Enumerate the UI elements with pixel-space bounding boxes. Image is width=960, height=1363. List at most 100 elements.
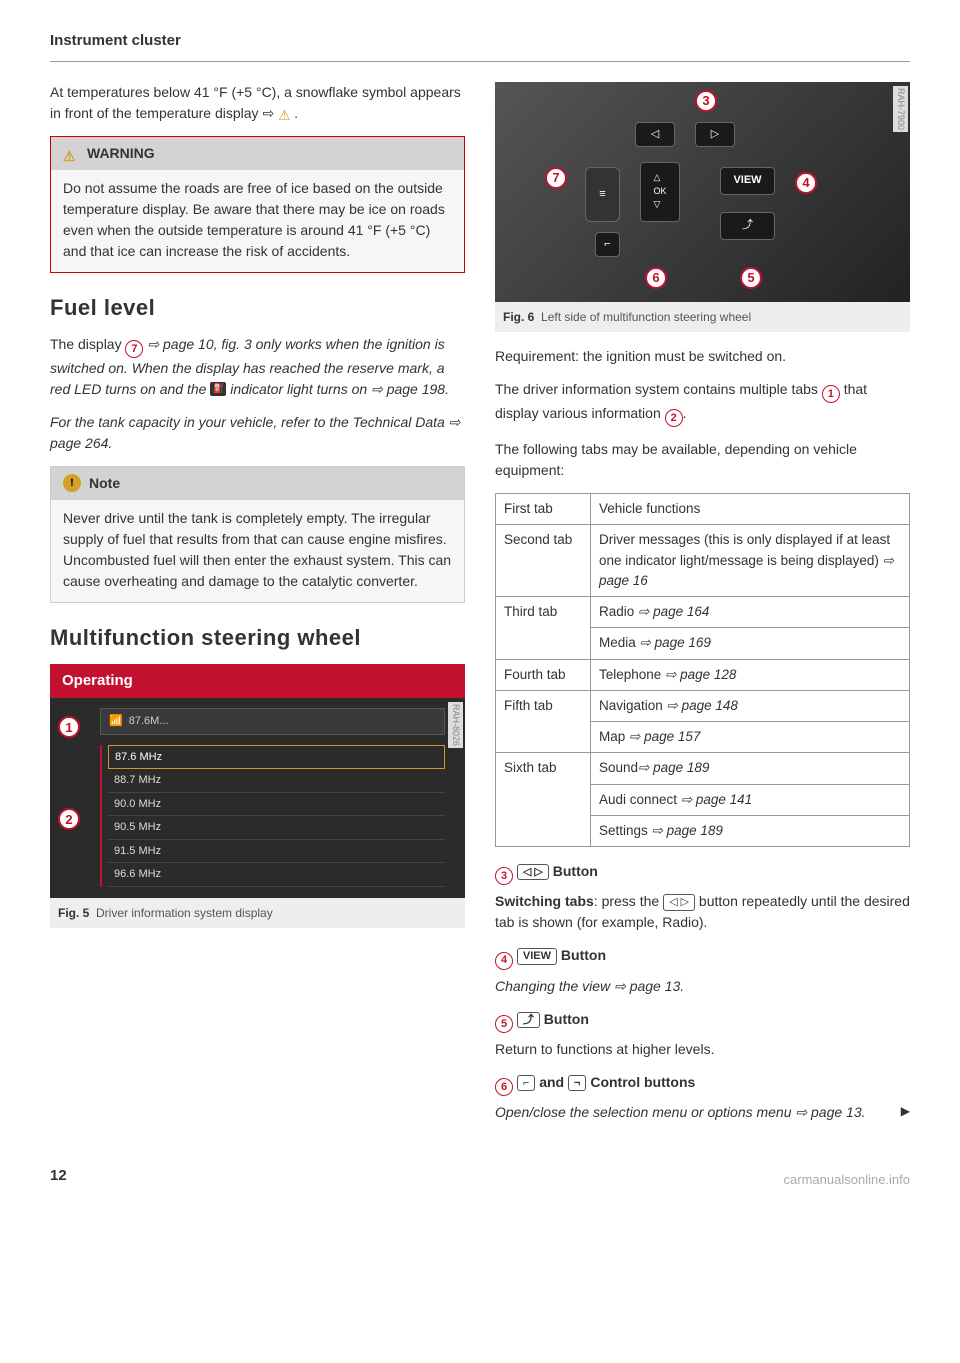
- text: The driver information system contains m…: [495, 381, 822, 397]
- callout-3-icon: 3: [695, 90, 717, 112]
- text: The display: [50, 336, 125, 352]
- note-circle-icon: !: [63, 474, 81, 492]
- callout-4-icon: 4: [495, 952, 513, 970]
- requirement-text: Requirement: the ignition must be switch…: [495, 346, 910, 367]
- callout-7-icon: 7: [545, 167, 567, 189]
- text: indicator light turns on ⇨ page 198.: [226, 381, 449, 397]
- table-row: Audi connect ⇨ page 141: [496, 784, 910, 815]
- tab-name-cell: Fifth tab: [496, 690, 591, 721]
- label: Button: [561, 947, 606, 963]
- continue-arrow-icon: ▶: [901, 1102, 910, 1120]
- radio-display: 📶 87.6M... 87.6 MHz 88.7 MHz 90.0 MHz 90…: [100, 708, 445, 888]
- intro-span: At temperatures below 41 °F (+5 °C), a s…: [50, 84, 461, 121]
- button-4-body: Changing the view ⇨ page 13.: [495, 976, 910, 997]
- menu-left-button: ⌐: [595, 232, 620, 257]
- callout-5-icon: 5: [740, 267, 762, 289]
- list-item: 96.6 MHz: [108, 863, 445, 887]
- tabs-table: First tabVehicle functionsSecond tabDriv…: [495, 493, 910, 847]
- callout-7-icon: 7: [125, 340, 143, 358]
- back-button: ⤴: [720, 212, 775, 240]
- table-row: Sixth tabSound⇨ page 189: [496, 753, 910, 784]
- button-3-head: 3 ◁ ▷ Button: [495, 861, 910, 885]
- list-item: 90.5 MHz: [108, 816, 445, 840]
- tab-desc-cell: Audi connect ⇨ page 141: [591, 784, 910, 815]
- label: Button: [544, 1011, 589, 1027]
- tab-name-cell: Sixth tab: [496, 753, 591, 784]
- warning-triangle-icon: [63, 146, 79, 160]
- note-header: ! Note: [51, 467, 464, 500]
- button-4-head: 4 VIEW Button: [495, 945, 910, 969]
- tab-name-cell: [496, 784, 591, 815]
- fig6-code: RAH-7900: [893, 86, 909, 132]
- left-column: At temperatures below 41 °F (+5 °C), a s…: [50, 82, 465, 1136]
- note-body: Never drive until the tank is completely…: [63, 508, 452, 592]
- fig5-code: RAH-8026: [448, 702, 464, 748]
- fig-caption-text: Driver information system display: [96, 906, 273, 920]
- callout-2-icon: 2: [665, 409, 683, 427]
- fuel-pump-icon: [210, 382, 226, 396]
- back-arrow-icon: ⤴: [517, 1012, 540, 1028]
- text: Switching tabs: [495, 893, 594, 909]
- fig-caption-text: Left side of multifunction steering whee…: [541, 310, 751, 324]
- operating-bar: Operating: [50, 664, 465, 699]
- button-6-body: Open/close the selection menu or options…: [495, 1102, 910, 1123]
- callout-3-icon: 3: [495, 867, 513, 885]
- menu-right-icon: ⌐: [517, 1075, 535, 1091]
- antenna-icon: 📶: [109, 713, 123, 730]
- tab-name-cell: [496, 722, 591, 753]
- tab-arrows-icon: ◁ ▷: [663, 894, 695, 910]
- fuel-p2: For the tank capacity in your vehicle, r…: [50, 412, 465, 454]
- tab-desc-cell: Driver messages (this is only displayed …: [591, 525, 910, 597]
- page-header: Instrument cluster: [50, 30, 910, 62]
- callout-1-icon: 1: [822, 385, 840, 403]
- table-row: Settings ⇨ page 189: [496, 815, 910, 846]
- list-item: 87.6 MHz: [108, 745, 445, 770]
- radio-list: 87.6 MHz 88.7 MHz 90.0 MHz 90.5 MHz 91.5…: [100, 745, 445, 887]
- fig5-image: RAH-8026 1 2 📶 87.6M... 87.6 MHz 88.7 MH…: [50, 698, 465, 898]
- radio-freq: 87.6M...: [129, 713, 169, 730]
- radio-top-bar: 📶 87.6M...: [100, 708, 445, 735]
- intro-text: At temperatures below 41 °F (+5 °C), a s…: [50, 82, 465, 124]
- fuel-level-heading: Fuel level: [50, 291, 465, 324]
- fig6-image: RAH-7900 3 4 5 6 7 ◁ ▷ VIEW ⤴ △OK▽ ≡ ⌐: [495, 82, 910, 302]
- button-5-head: 5 ⤴ Button: [495, 1009, 910, 1033]
- button-3-body: Switching tabs: press the ◁ ▷ button rep…: [495, 891, 910, 933]
- fig5-caption: Fig. 5 Driver information system display: [50, 898, 465, 922]
- mfsw-heading: Multifunction steering wheel: [50, 621, 465, 654]
- callout-6-icon: 6: [645, 267, 667, 289]
- callout-4-icon: 4: [795, 172, 817, 194]
- text: For the tank capacity in your vehicle, r…: [50, 414, 460, 451]
- warning-body: Do not assume the roads are free of ice …: [63, 178, 452, 262]
- list-item: 91.5 MHz: [108, 840, 445, 864]
- fig-label: Fig. 6: [503, 310, 534, 324]
- dis-text: The driver information system contains m…: [495, 379, 910, 428]
- tab-name-cell: Third tab: [496, 597, 591, 628]
- warning-title: WARNING: [87, 143, 155, 164]
- list-item: 88.7 MHz: [108, 769, 445, 793]
- ok-rocker: △OK▽: [640, 162, 680, 222]
- fuel-p1: The display 7 ⇨ page 10, fig. 3 only wor…: [50, 334, 465, 400]
- callout-1-icon: 1: [58, 716, 80, 738]
- menu-left-icon: ¬: [568, 1075, 586, 1091]
- tab-desc-cell: Media ⇨ page 169: [591, 628, 910, 659]
- label: Button: [553, 863, 598, 879]
- table-row: First tabVehicle functions: [496, 494, 910, 525]
- button-6-head: 6 ⌐ and ¬ Control buttons: [495, 1072, 910, 1096]
- tab-desc-cell: Sound⇨ page 189: [591, 753, 910, 784]
- table-row: Map ⇨ page 157: [496, 722, 910, 753]
- tab-name-cell: Second tab: [496, 525, 591, 597]
- text: .: [683, 405, 687, 421]
- view-button: VIEW: [720, 167, 775, 195]
- tab-desc-cell: Settings ⇨ page 189: [591, 815, 910, 846]
- button-5-body: Return to functions at higher levels.: [495, 1039, 910, 1060]
- callout-5-icon: 5: [495, 1015, 513, 1033]
- note-box: ! Note Never drive until the tank is com…: [50, 466, 465, 603]
- tab-name-cell: First tab: [496, 494, 591, 525]
- tab-name-cell: [496, 815, 591, 846]
- footer-watermark: carmanualsonline.info: [50, 1170, 910, 1190]
- warning-triangle-icon: [278, 105, 294, 119]
- text: : press the: [594, 893, 663, 909]
- right-column: RAH-7900 3 4 5 6 7 ◁ ▷ VIEW ⤴ △OK▽ ≡ ⌐ F…: [495, 82, 910, 1136]
- text: Open/close the selection menu or options…: [495, 1104, 866, 1120]
- fig-label: Fig. 5: [58, 906, 89, 920]
